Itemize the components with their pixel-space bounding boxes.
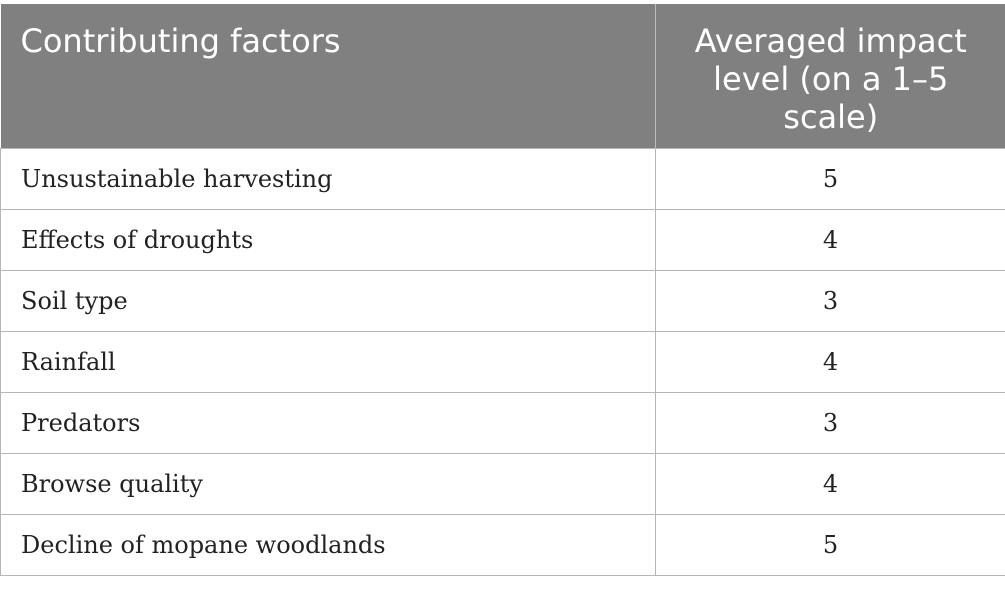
factor-cell: Browse quality <box>0 453 656 515</box>
impact-cell: 3 <box>655 270 1005 332</box>
factors-table-container: Contributing factors Averaged impact lev… <box>0 4 1005 576</box>
table-row: Predators 3 <box>0 392 1005 454</box>
factor-cell: Decline of mopane woodlands <box>0 514 656 576</box>
table-row: Browse quality 4 <box>0 453 1005 515</box>
table-row: Unsustainable harvesting 5 <box>0 148 1005 210</box>
factor-cell: Predators <box>0 392 656 454</box>
impact-cell: 3 <box>655 392 1005 454</box>
factor-cell: Soil type <box>0 270 656 332</box>
factor-cell: Effects of droughts <box>0 209 656 271</box>
impact-cell: 5 <box>655 148 1005 210</box>
factor-cell: Unsustainable harvesting <box>0 148 656 210</box>
table-row: Effects of droughts 4 <box>0 209 1005 271</box>
impact-cell: 4 <box>655 453 1005 515</box>
table-row: Soil type 3 <box>0 270 1005 332</box>
table-row: Decline of mopane woodlands 5 <box>0 514 1005 576</box>
header-contributing-factors: Contributing factors <box>0 4 656 149</box>
impact-cell: 4 <box>655 209 1005 271</box>
table-body: Unsustainable harvesting 5 Effects of dr… <box>0 148 1005 576</box>
impact-cell: 4 <box>655 331 1005 393</box>
impact-cell: 5 <box>655 514 1005 576</box>
factor-cell: Rainfall <box>0 331 656 393</box>
table-row: Rainfall 4 <box>0 331 1005 393</box>
header-averaged-impact-level: Averaged impact level (on a 1–5 scale) <box>655 4 1005 149</box>
contributing-factors-table: Contributing factors Averaged impact lev… <box>0 4 1005 576</box>
header-row: Contributing factors Averaged impact lev… <box>0 4 1005 149</box>
table-header: Contributing factors Averaged impact lev… <box>0 4 1005 149</box>
